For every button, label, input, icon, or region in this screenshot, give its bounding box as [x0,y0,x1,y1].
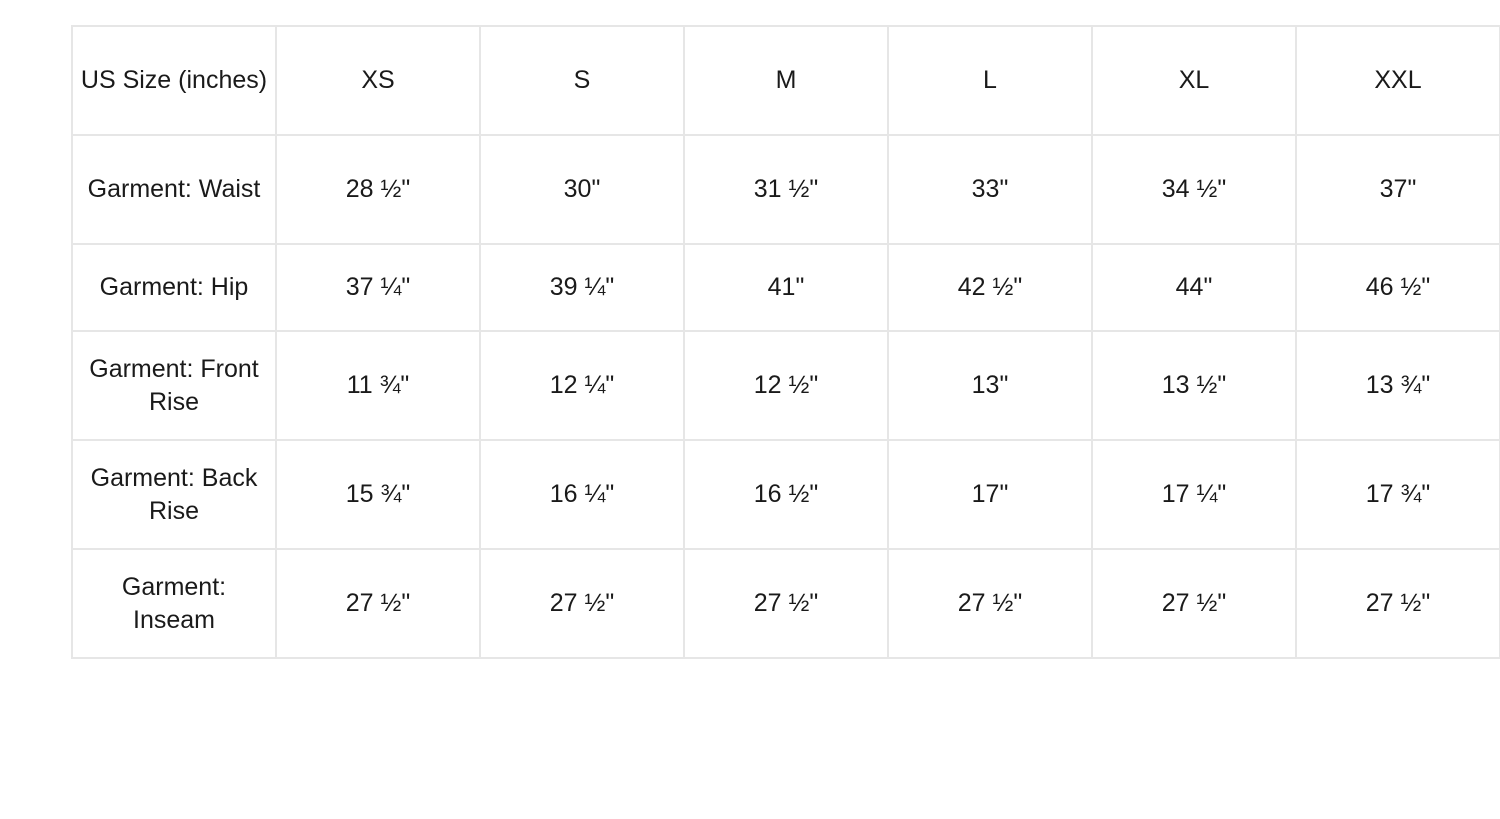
measurement-value-cell: 12 ¼" [479,330,685,441]
measurement-value-cell: 15 ¾" [275,439,481,550]
measurement-value-cell: 13" [887,330,1093,441]
measurement-value-cell: 42 ½" [887,243,1093,332]
measurement-value-cell: 41" [683,243,889,332]
size-header-cell: XL [1091,25,1297,136]
measurement-value-cell: 11 ¾" [275,330,481,441]
measurement-value-cell: 37" [1295,134,1500,245]
measurement-value-cell: 46 ½" [1295,243,1500,332]
measurement-value-cell: 30" [479,134,685,245]
measurement-value-cell: 27 ½" [1091,548,1297,659]
measurement-value-cell: 39 ¼" [479,243,685,332]
size-chart-table: US Size (inches) XS S M L XL XXL Garment: Waist… [71,25,1500,659]
measurement-value-cell: 17" [887,439,1093,550]
size-header-cell: L [887,25,1093,136]
measurement-value-cell: 27 ½" [479,548,685,659]
header-label-cell: US Size (inches) [71,25,277,136]
table-row: Garment: Back Rise 15 ¾" 16 ¼" 16 ½" 17" 17 ¼… [71,439,1500,550]
table-row: Garment: Hip 37 ¼" 39 ¼" 41" 42 ½" 44" 46 ½" [71,243,1500,332]
measurement-value-cell: 12 ½" [683,330,889,441]
table-row: Garment: Front Rise 11 ¾" 12 ¼" 12 ½" 13" 13 … [71,330,1500,441]
measurement-value-cell: 13 ¾" [1295,330,1500,441]
size-header-cell: S [479,25,685,136]
measurement-value-cell: 27 ½" [887,548,1093,659]
measurement-value-cell: 27 ½" [1295,548,1500,659]
measurement-value-cell: 16 ¼" [479,439,685,550]
measurement-value-cell: 13 ½" [1091,330,1297,441]
table-row: Garment: Waist 28 ½" 30" 31 ½" 33" 34 ½" 37" [71,134,1500,245]
measurement-label-cell: Garment: Back Rise [71,439,277,550]
measurement-value-cell: 33" [887,134,1093,245]
measurement-label-cell: Garment: Waist [71,134,277,245]
size-header-cell: XXL [1295,25,1500,136]
measurement-value-cell: 37 ¼" [275,243,481,332]
measurement-label-cell: Garment: Front Rise [71,330,277,441]
measurement-value-cell: 16 ½" [683,439,889,550]
measurement-label-cell: Garment: Inseam [71,548,277,659]
measurement-value-cell: 44" [1091,243,1297,332]
size-header-cell: XS [275,25,481,136]
size-header-cell: M [683,25,889,136]
table-row: Garment: Inseam 27 ½" 27 ½" 27 ½" 27 ½" 27 ½"… [71,548,1500,659]
measurement-value-cell: 27 ½" [683,548,889,659]
measurement-value-cell: 17 ¾" [1295,439,1500,550]
measurement-value-cell: 31 ½" [683,134,889,245]
measurement-value-cell: 27 ½" [275,548,481,659]
measurement-value-cell: 34 ½" [1091,134,1297,245]
measurement-value-cell: 28 ½" [275,134,481,245]
header-row: US Size (inches) XS S M L XL XXL [71,25,1500,136]
measurement-label-cell: Garment: Hip [71,243,277,332]
measurement-value-cell: 17 ¼" [1091,439,1297,550]
